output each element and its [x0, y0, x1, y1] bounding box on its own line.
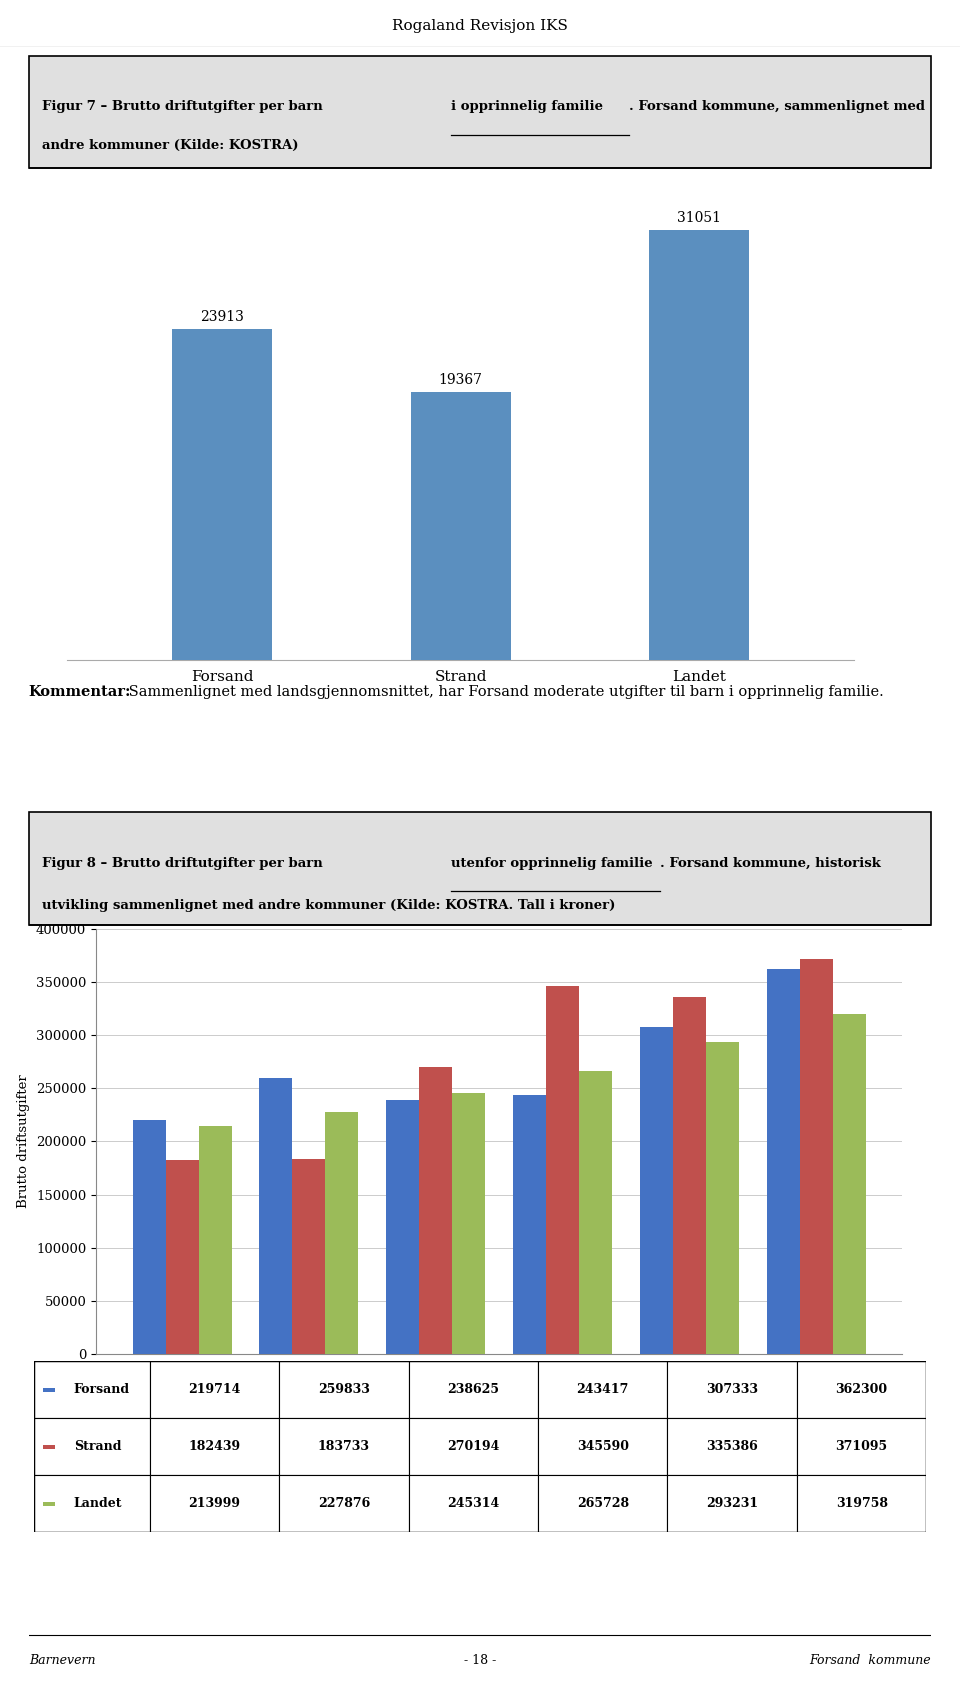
Text: utvikling sammenlignet med andre kommuner (Kilde: KOSTRA. Tall i kroner): utvikling sammenlignet med andre kommune… — [42, 898, 615, 912]
Bar — [42, 1445, 56, 1448]
Bar — [279, 1418, 409, 1475]
Bar — [279, 1362, 409, 1418]
FancyBboxPatch shape — [29, 812, 931, 926]
Bar — [34, 1475, 150, 1533]
Text: Landet: Landet — [74, 1497, 122, 1511]
Text: Rogaland Revisjon IKS: Rogaland Revisjon IKS — [392, 19, 568, 34]
Bar — [150, 1362, 279, 1418]
Bar — [42, 1387, 56, 1393]
Text: - 18 -: - 18 - — [464, 1655, 496, 1667]
Bar — [797, 1475, 926, 1533]
Bar — [325, 1112, 358, 1354]
Text: Strand: Strand — [74, 1440, 121, 1453]
Bar — [132, 1120, 166, 1354]
Text: 319758: 319758 — [835, 1497, 888, 1511]
Text: andre kommuner (Kilde: KOSTRA): andre kommuner (Kilde: KOSTRA) — [42, 139, 299, 152]
Text: 270194: 270194 — [447, 1440, 499, 1453]
Bar — [640, 1027, 673, 1354]
Text: 183733: 183733 — [318, 1440, 370, 1453]
Bar — [409, 1418, 538, 1475]
Text: i opprinnelig familie: i opprinnelig familie — [451, 100, 603, 113]
Bar — [42, 1502, 56, 1506]
Bar — [34, 1418, 150, 1475]
Bar — [409, 1362, 538, 1418]
Text: utenfor opprinnelig familie: utenfor opprinnelig familie — [451, 856, 653, 870]
Text: 345590: 345590 — [577, 1440, 629, 1453]
Bar — [667, 1362, 797, 1418]
Bar — [797, 1418, 926, 1475]
Text: Figur 7 – Brutto driftutgifter per barn: Figur 7 – Brutto driftutgifter per barn — [42, 100, 327, 113]
Text: 213999: 213999 — [188, 1497, 240, 1511]
Bar — [259, 1078, 293, 1354]
Text: 23913: 23913 — [201, 310, 244, 325]
Text: 31051: 31051 — [678, 212, 721, 225]
Text: 371095: 371095 — [835, 1440, 888, 1453]
Bar — [667, 1475, 797, 1533]
Text: 238625: 238625 — [447, 1384, 499, 1396]
Bar — [649, 230, 750, 660]
Text: Kommentar:: Kommentar: — [29, 685, 132, 699]
Bar — [279, 1475, 409, 1533]
Text: 19367: 19367 — [439, 372, 483, 387]
Text: 182439: 182439 — [188, 1440, 240, 1453]
Bar — [34, 1362, 150, 1418]
Bar — [199, 1127, 231, 1354]
Bar — [293, 1159, 325, 1354]
Bar — [546, 986, 579, 1354]
Text: 245314: 245314 — [447, 1497, 499, 1511]
Bar — [166, 1161, 199, 1354]
Text: Forsand: Forsand — [74, 1384, 130, 1396]
Text: 335386: 335386 — [707, 1440, 758, 1453]
Bar — [673, 997, 706, 1354]
Text: Forsand  kommune: Forsand kommune — [809, 1655, 931, 1667]
Bar — [706, 1042, 739, 1354]
Text: Barnevern: Barnevern — [29, 1655, 95, 1667]
Text: 265728: 265728 — [577, 1497, 629, 1511]
Bar — [538, 1418, 667, 1475]
Bar — [411, 393, 511, 660]
Bar — [579, 1071, 612, 1354]
Bar — [420, 1066, 452, 1354]
Bar — [172, 328, 273, 660]
Bar — [514, 1095, 546, 1354]
Bar — [409, 1475, 538, 1533]
Bar — [150, 1418, 279, 1475]
Bar — [767, 970, 800, 1354]
Bar — [800, 959, 832, 1354]
Text: . Forsand kommune, sammenlignet med: . Forsand kommune, sammenlignet med — [629, 100, 924, 113]
Bar — [832, 1014, 866, 1354]
Bar — [538, 1475, 667, 1533]
Text: 243417: 243417 — [577, 1384, 629, 1396]
Text: Figur 8 – Brutto driftutgifter per barn: Figur 8 – Brutto driftutgifter per barn — [42, 856, 327, 870]
Bar — [452, 1093, 485, 1354]
Bar — [667, 1418, 797, 1475]
Text: 219714: 219714 — [188, 1384, 241, 1396]
Text: 227876: 227876 — [318, 1497, 370, 1511]
Bar — [538, 1362, 667, 1418]
Bar — [150, 1475, 279, 1533]
Text: 259833: 259833 — [318, 1384, 370, 1396]
Text: 362300: 362300 — [835, 1384, 888, 1396]
Text: . Forsand kommune, historisk: . Forsand kommune, historisk — [660, 856, 881, 870]
Y-axis label: Brutto driftsutgifter: Brutto driftsutgifter — [17, 1074, 31, 1208]
Bar — [386, 1100, 420, 1354]
Text: Sammenlignet med landsgjennomsnittet, har Forsand moderate utgifter til barn i o: Sammenlignet med landsgjennomsnittet, ha… — [124, 685, 883, 699]
Text: 307333: 307333 — [707, 1384, 758, 1396]
Text: 293231: 293231 — [707, 1497, 758, 1511]
FancyBboxPatch shape — [29, 56, 931, 168]
Bar — [797, 1362, 926, 1418]
